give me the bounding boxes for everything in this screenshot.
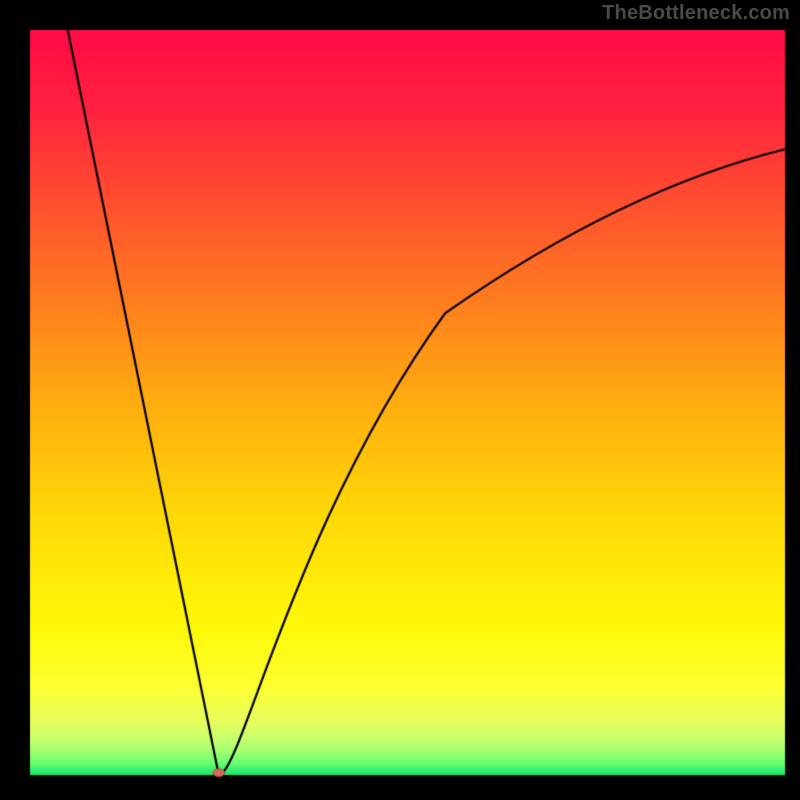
watermark-label: TheBottleneck.com — [602, 2, 790, 25]
bottleneck-chart — [0, 0, 800, 800]
